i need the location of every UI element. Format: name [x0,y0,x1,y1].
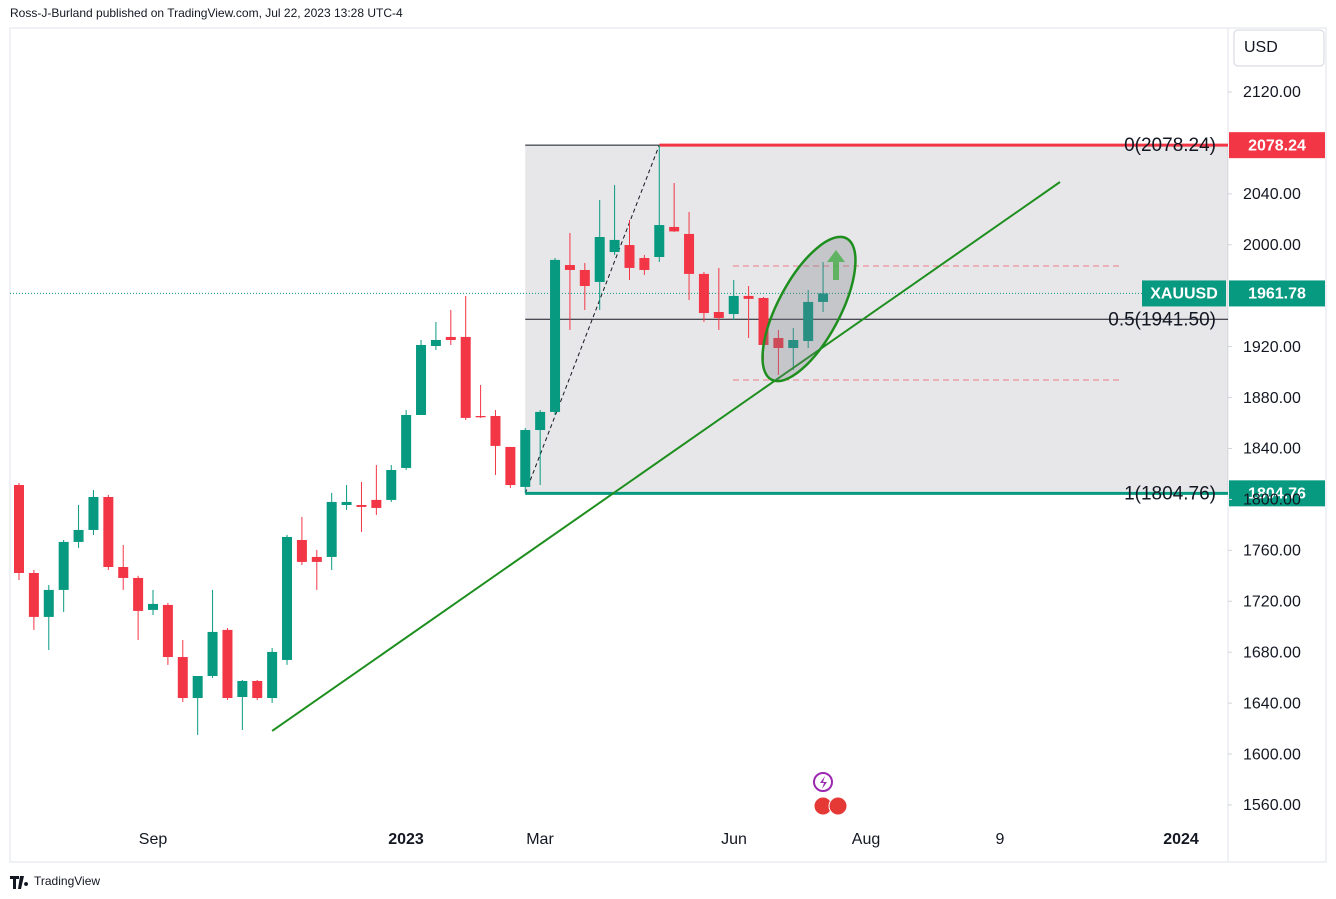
candle-body [669,226,680,232]
last-price-symbol: XAUUSD [1150,286,1218,303]
last-price-value: 1961.78 [1248,286,1306,303]
candle-body [58,541,69,590]
candle-body [460,336,471,418]
candle-body [133,577,144,611]
candle-body [684,233,695,274]
price-box [1229,132,1325,159]
price-box-label: 1804.76 [1248,486,1306,503]
footer-logo [10,876,29,889]
candle-body [654,225,665,257]
candle-body [609,239,620,253]
candle-body [713,311,724,318]
candle-body [326,501,337,557]
fib-diagonal [524,144,660,494]
fib-label: 0(2078.24) [1124,135,1216,156]
x-tick-label: Sep [139,831,168,848]
trendline [271,181,1061,732]
chart-frame [9,27,1327,863]
up-arrow [827,250,845,280]
candle-body [535,411,546,431]
candle-body [237,680,248,697]
x-tick-label: Jun [721,831,747,848]
candle-body [639,258,650,270]
candle-body [162,604,173,658]
candle-body [192,675,203,699]
y-tick-label: 1560.00 [1243,797,1301,814]
y-tick-label: 1720.00 [1243,593,1301,610]
last-price-value-box [1229,280,1325,307]
x-tick-label: 2023 [388,831,424,848]
candle-body [818,293,829,302]
y-tick-label: 2120.00 [1243,84,1301,101]
y-tick-label: 1600.00 [1243,746,1301,763]
candle-body [103,496,114,568]
candle-body [520,430,531,487]
candle-body [416,344,427,415]
candle-body [148,603,159,610]
y-tick-label: 2040.00 [1243,186,1301,203]
candle-body [758,297,769,345]
candle-body [728,295,739,315]
candle-body [14,485,24,573]
currency: USD [1244,39,1278,56]
candle-body [445,336,456,341]
event-icon [828,796,848,816]
y-tick-label: 1920.00 [1243,339,1301,356]
candle-body [177,657,188,699]
candle-body [505,446,516,486]
y-tick-label: 2000.00 [1243,237,1301,254]
candle-body [222,629,233,699]
last-price-box [1142,280,1226,307]
candle-body [207,631,218,676]
candle-body [386,469,397,500]
candle-body [698,273,709,314]
y-tick-label: 1680.00 [1243,644,1301,661]
candle-body [43,589,54,617]
candle-body [490,416,501,446]
y-tick-label: 1840.00 [1243,441,1301,458]
event-icon-bolt [820,776,827,789]
x-tick-label: Mar [526,831,554,848]
y-tick-label: 1640.00 [1243,695,1301,712]
footer: TradingView [34,874,100,888]
candle-body [73,529,84,542]
candle-body [282,536,293,660]
candle-body [594,237,605,282]
candle-body [341,501,352,506]
candle-body [88,496,99,530]
candle-body [356,505,367,507]
highlight-ellipse [761,235,857,383]
header: Ross-J-Burland published on TradingView.… [10,6,403,20]
fib-label: 0.5(1941.50) [1108,309,1216,330]
candle-body [296,540,307,562]
y-tick-label: 1760.00 [1243,543,1301,560]
x-tick-label: Aug [852,831,880,848]
y-tick-label: 1880.00 [1243,390,1301,407]
fib-label: 1(1804.76) [1124,483,1216,504]
candle-body [743,295,754,299]
candle-body [118,567,129,578]
candle-body [267,651,278,699]
candle-body [803,301,814,342]
candle-body [624,245,635,268]
candle-body [252,680,263,699]
currency-box[interactable] [1233,29,1325,67]
x-tick-label: 9 [996,831,1005,848]
candle-body [311,556,322,562]
candle-body [371,499,382,508]
candle-body [788,340,799,349]
price-box [1229,480,1325,507]
y-tick-label: 1800.00 [1243,492,1301,509]
candle-body [430,340,441,346]
candle-body [28,572,39,617]
price-box-label: 2078.24 [1248,137,1306,154]
candle-body [564,265,575,270]
candle-body [550,259,561,412]
candle-body [579,269,590,287]
candle-body [773,337,784,349]
x-tick-label: 2024 [1163,831,1199,848]
candle-body [475,416,486,418]
candle-body [401,414,412,468]
